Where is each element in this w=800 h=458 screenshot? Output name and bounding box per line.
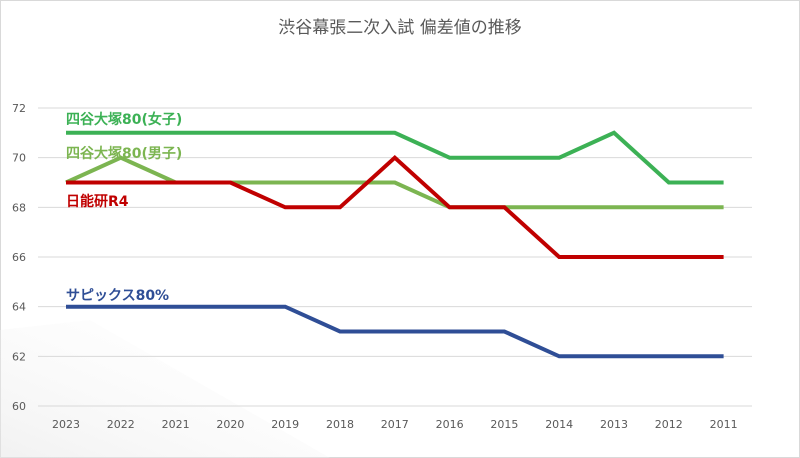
y-tick-label: 62 bbox=[12, 350, 26, 363]
x-tick-label: 2017 bbox=[381, 418, 409, 431]
x-axis-ticks: 2023 2022 2021 2020 2019 2018 2017 2016 2015 2014… bbox=[52, 418, 738, 431]
y-tick-label: 68 bbox=[12, 201, 26, 214]
x-tick-label: 2018 bbox=[326, 418, 354, 431]
x-tick-label: 2013 bbox=[600, 418, 628, 431]
series-label: 日能研R4 bbox=[66, 193, 129, 210]
y-tick-label: 72 bbox=[12, 102, 26, 115]
x-tick-label: 2014 bbox=[545, 418, 573, 431]
x-tick-label: 2012 bbox=[655, 418, 683, 431]
series-labels: 四谷大塚80(女子) 四谷大塚80(男子) 日能研R4 サピックス80% bbox=[66, 111, 182, 304]
x-tick-label: 2021 bbox=[162, 418, 190, 431]
background-shade bbox=[0, 320, 330, 458]
y-axis-ticks: 60 62 64 66 68 70 72 bbox=[12, 102, 26, 413]
x-tick-label: 2016 bbox=[436, 418, 464, 431]
series-line bbox=[66, 304, 724, 359]
x-tick-label: 2023 bbox=[52, 418, 80, 431]
x-tick-label: 2015 bbox=[490, 418, 518, 431]
y-tick-label: 70 bbox=[12, 152, 26, 165]
x-tick-label: 2019 bbox=[271, 418, 299, 431]
series-line bbox=[66, 130, 724, 185]
y-tick-label: 64 bbox=[12, 301, 26, 314]
series-label: 四谷大塚80(男子) bbox=[66, 145, 182, 162]
series-label: 四谷大塚80(女子) bbox=[66, 111, 182, 128]
series-lines bbox=[65, 130, 724, 359]
x-tick-label: 2020 bbox=[216, 418, 244, 431]
x-tick-label: 2022 bbox=[107, 418, 135, 431]
y-tick-label: 66 bbox=[12, 251, 26, 264]
y-tick-label: 60 bbox=[12, 400, 26, 413]
series-line bbox=[66, 155, 724, 259]
x-tick-label: 2011 bbox=[710, 418, 738, 431]
chart-title: 渋谷幕張二次入試 偏差値の推移 bbox=[278, 18, 521, 38]
series-label: サピックス80% bbox=[66, 288, 169, 304]
